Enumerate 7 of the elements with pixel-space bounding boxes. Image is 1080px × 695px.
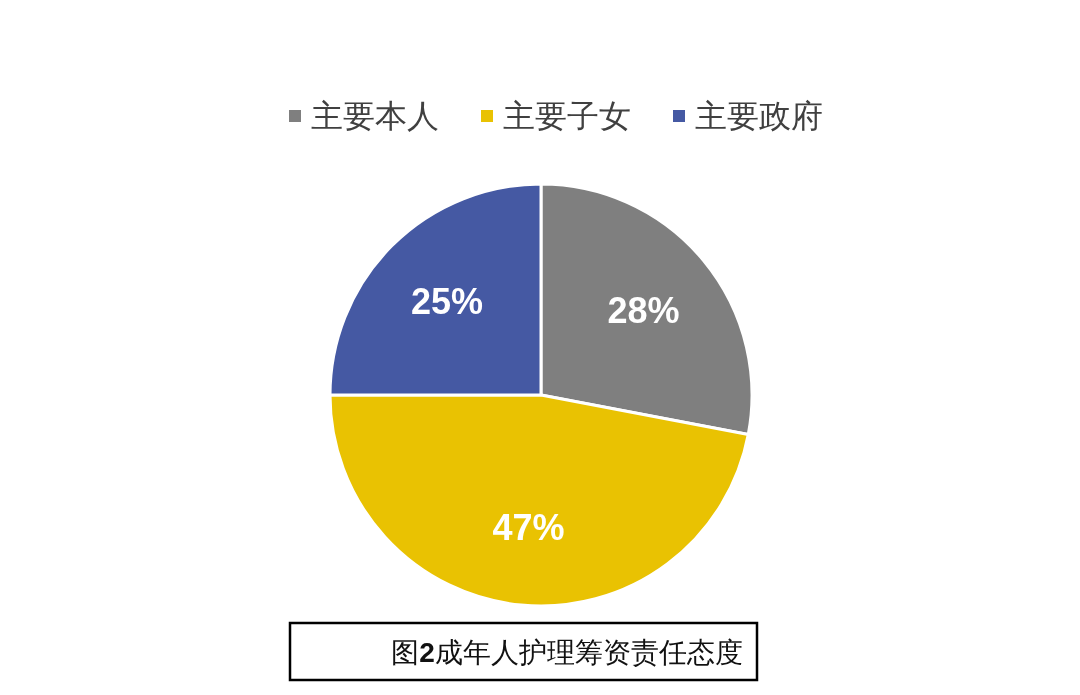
- legend-label: 主要本人: [311, 98, 439, 134]
- legend-label: 主要政府: [695, 98, 823, 134]
- text: 图2成年人护理筹资责任态度: [391, 636, 743, 668]
- legend-label: 主要子女: [503, 98, 631, 134]
- data-label: 47%: [492, 506, 565, 548]
- data-label: 28%: [607, 289, 680, 331]
- data-label: 25%: [410, 280, 484, 322]
